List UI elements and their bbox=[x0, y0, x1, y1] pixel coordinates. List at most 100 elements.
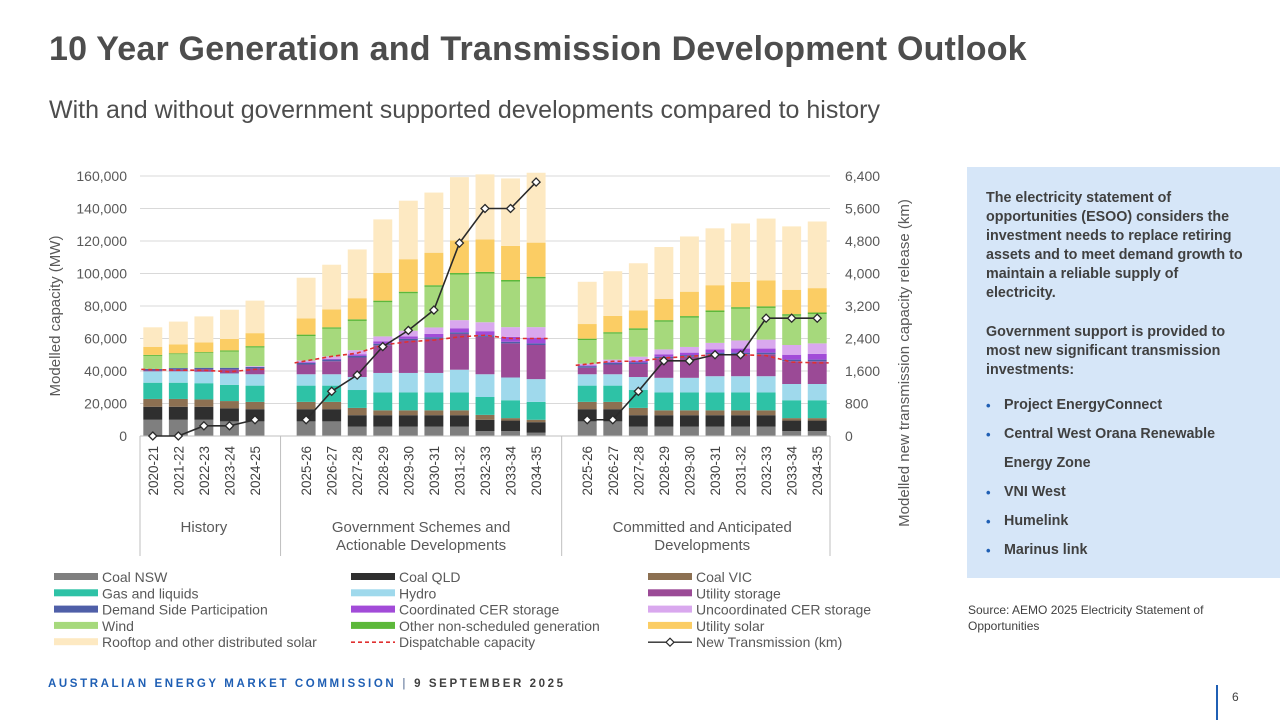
bar-segment bbox=[168, 371, 188, 383]
category-label: 2027-28 bbox=[631, 446, 646, 496]
bar-segment bbox=[705, 392, 725, 411]
bar-segment bbox=[245, 366, 265, 367]
bar-segment bbox=[219, 369, 239, 374]
bar-segment bbox=[143, 406, 163, 420]
bar-segment bbox=[628, 360, 648, 363]
bar-segment bbox=[628, 415, 648, 427]
transmission-point bbox=[454, 238, 465, 248]
bar-segment bbox=[424, 338, 444, 373]
bar-segment bbox=[322, 327, 342, 329]
bar-segment bbox=[807, 400, 827, 419]
group-label: Committed and Anticipated bbox=[613, 519, 792, 536]
bar-segment bbox=[347, 249, 367, 299]
bar-segment bbox=[322, 328, 342, 357]
category-label: 2031-32 bbox=[734, 446, 749, 496]
category-label: 2032-33 bbox=[478, 446, 493, 496]
bar-segment bbox=[679, 236, 699, 292]
bar-segment bbox=[475, 271, 495, 274]
bar-segment bbox=[449, 274, 469, 321]
bar-segment bbox=[373, 415, 393, 427]
bar-segment bbox=[756, 354, 776, 377]
bar-segment bbox=[296, 362, 316, 365]
bar-segment bbox=[219, 309, 239, 339]
bar-segment bbox=[501, 418, 521, 421]
list-item: • Humelink bbox=[986, 507, 1266, 536]
transmission-point bbox=[607, 414, 618, 425]
footer-separator: | bbox=[402, 678, 409, 690]
bar-segment bbox=[501, 280, 521, 282]
source-note: Source: AEMO 2025 Electricity Statement … bbox=[968, 603, 1204, 633]
bar-segment bbox=[654, 392, 674, 411]
bar-segment bbox=[322, 356, 342, 359]
bar-segment bbox=[398, 336, 418, 339]
bar-segment bbox=[526, 242, 546, 277]
bar-segment bbox=[654, 426, 674, 436]
y2-tick-label: 6,400 bbox=[845, 168, 880, 184]
bar-segment bbox=[449, 177, 469, 241]
bar-segment bbox=[449, 320, 469, 329]
footer-org: AUSTRALIAN ENERGY MARKET COMMISSION bbox=[48, 678, 397, 690]
bar-segment bbox=[526, 379, 546, 402]
bar-segment bbox=[449, 369, 469, 393]
bar-segment bbox=[194, 353, 214, 368]
bar-segment bbox=[782, 359, 802, 362]
bar-segment bbox=[628, 364, 648, 378]
transmission-point bbox=[403, 325, 414, 336]
bar-segment bbox=[756, 218, 776, 281]
bullet-icon: • bbox=[986, 485, 991, 500]
legend-label: Demand Side Participation bbox=[102, 602, 268, 618]
bar-segment bbox=[628, 329, 648, 357]
bar-segment bbox=[322, 401, 342, 410]
bar-segment bbox=[731, 223, 751, 282]
bar-segment bbox=[807, 420, 827, 432]
y2-tick-label: 0 bbox=[845, 428, 853, 444]
bar-segment bbox=[577, 363, 597, 366]
bar-segment bbox=[322, 421, 342, 436]
y2-tick-label: 2,400 bbox=[845, 331, 880, 347]
bar-segment bbox=[782, 315, 802, 345]
category-label: 2021-22 bbox=[171, 446, 186, 496]
category-label: 2025-26 bbox=[299, 446, 314, 496]
bar-segment bbox=[705, 285, 725, 311]
bar-segment bbox=[143, 354, 163, 356]
bar-segment bbox=[347, 355, 367, 358]
category-label: 2028-29 bbox=[376, 446, 391, 496]
bar-segment bbox=[347, 298, 367, 320]
bar-segment bbox=[654, 377, 674, 393]
bar-segment bbox=[679, 356, 699, 378]
bar-segment bbox=[219, 384, 239, 402]
legend-label: Coal QLD bbox=[399, 569, 460, 585]
bar-segment bbox=[705, 415, 725, 427]
bullet-icon: • bbox=[986, 427, 991, 442]
category-label: 2032-33 bbox=[759, 446, 774, 496]
bar-segment bbox=[322, 409, 342, 422]
bar-segment bbox=[654, 299, 674, 321]
dispatchable-capacity-line bbox=[575, 353, 829, 367]
legend-swatch bbox=[648, 589, 692, 597]
bar-segment bbox=[807, 361, 827, 384]
bar-segment bbox=[398, 200, 418, 260]
bar-segment bbox=[194, 342, 214, 353]
bar-segment bbox=[577, 365, 597, 367]
bar-segment bbox=[603, 374, 623, 386]
bar-segment bbox=[373, 336, 393, 342]
transmission-point bbox=[173, 431, 184, 441]
category-label: 2025-26 bbox=[580, 446, 595, 496]
bar-segment bbox=[143, 398, 163, 407]
bar-segment bbox=[424, 372, 444, 393]
bar-segment bbox=[577, 374, 597, 386]
bar-segment bbox=[296, 401, 316, 410]
bar-segment bbox=[526, 343, 546, 345]
bar-segment bbox=[603, 332, 623, 334]
y-axis-title: Modelled capacity (MW) bbox=[47, 236, 64, 397]
category-label: 2031-32 bbox=[452, 446, 467, 496]
bar-segment bbox=[449, 410, 469, 416]
y2-tick-label: 4,000 bbox=[845, 266, 880, 282]
bar-segment bbox=[398, 291, 418, 294]
bar-segment bbox=[373, 300, 393, 303]
bar-segment bbox=[194, 316, 214, 343]
transmission-point bbox=[710, 349, 720, 360]
bar-segment bbox=[424, 410, 444, 416]
legend-swatch bbox=[54, 573, 98, 580]
bar-segment bbox=[245, 346, 265, 348]
